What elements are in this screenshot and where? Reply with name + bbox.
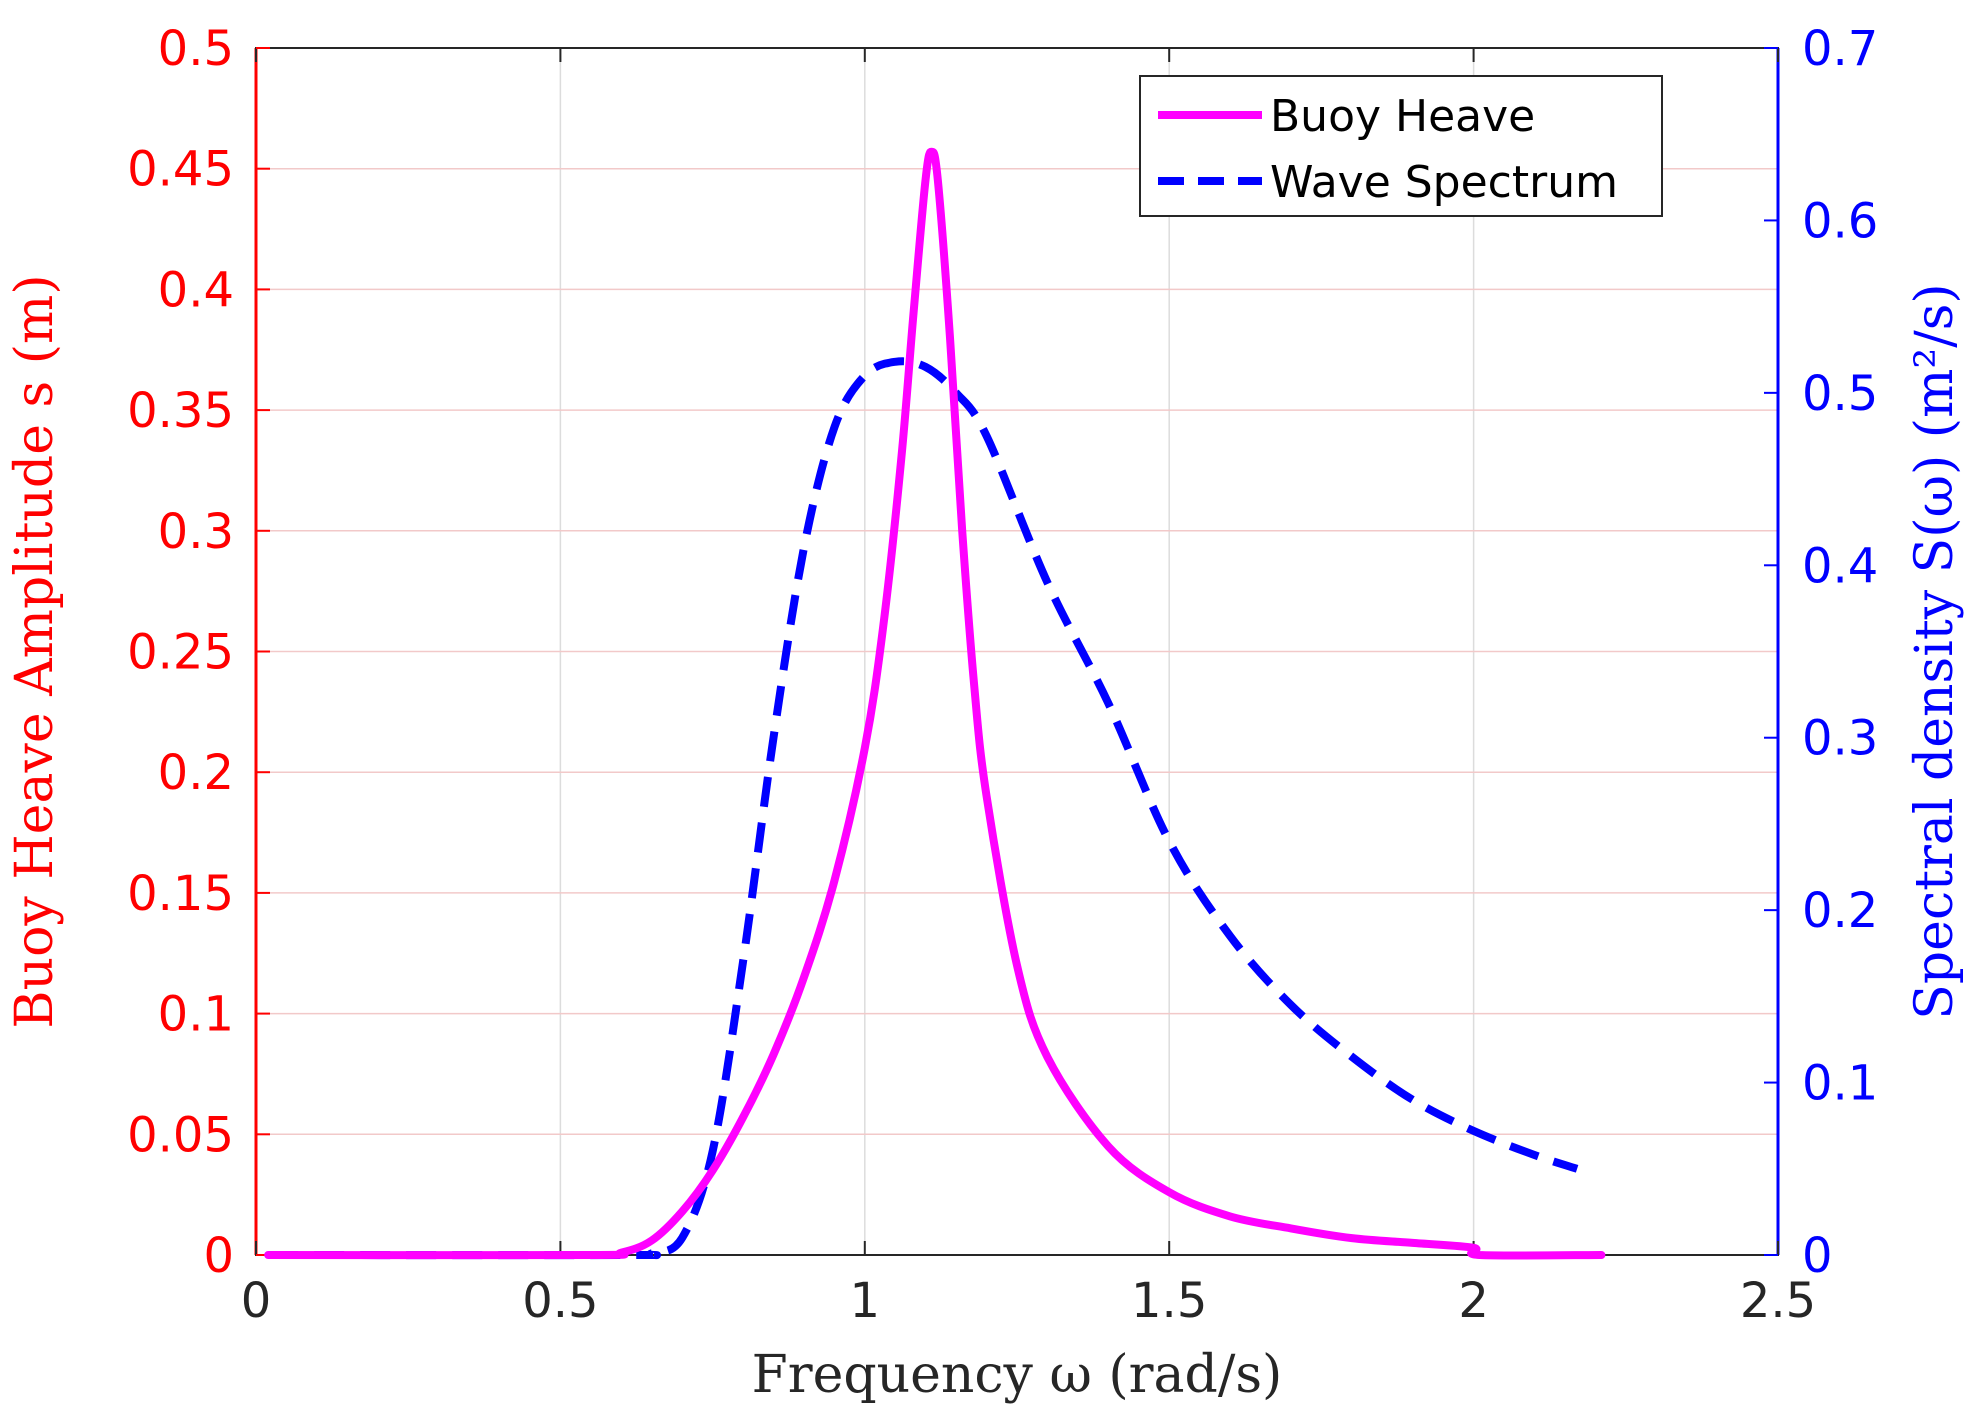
x-tick-label: 2 [1458,1273,1489,1329]
y-left-tick-label: 0.45 [127,142,234,198]
y-left-tick-label: 0.25 [127,625,234,681]
x-tick-label: 1.5 [1131,1273,1207,1329]
x-tick-label: 2.5 [1740,1273,1816,1329]
x-tick-label: 1 [850,1273,881,1329]
y-left-tick-label: 0 [203,1228,234,1284]
y-left-tick-label: 0.3 [158,504,234,560]
series-buoy-heave-line [264,147,1606,1260]
y-left-tick-label: 0.15 [127,866,234,922]
legend-label-wave-spectrum: Wave Spectrum [1270,157,1618,208]
y-right-tick-label: 0.1 [1802,1056,1878,1112]
y-left-tick-label: 0.4 [158,262,234,318]
y-left-tick-label: 0.5 [158,21,234,77]
legend-label-buoy-heave: Buoy Heave [1270,91,1535,142]
y-right-tick-label: 0.6 [1802,193,1878,249]
y-right-tick-label: 0.4 [1802,538,1878,594]
y-left-tick-label: 0.35 [127,383,234,439]
x-tick-label: 0 [241,1273,272,1329]
y-axis-left-label: Buoy Heave Amplitude s (m) [5,274,65,1028]
y-left-tick-label: 0.1 [158,987,234,1043]
y-axis-right-label: Spectral density S(ω) (m²/s) [1905,283,1965,1019]
y-right-tick-label: 0.3 [1802,711,1878,767]
y-right-tick-label: 0.5 [1802,366,1878,422]
y-right-tick-label: 0.7 [1802,21,1878,77]
y-right-tick-label: 0.2 [1802,883,1878,939]
series-layer [264,147,1606,1260]
legend: Buoy Heave Wave Spectrum [1139,75,1663,217]
legend-box [1139,75,1663,217]
x-axis-label: Frequency ω (rad/s) [752,1345,1283,1405]
x-tick-label: 0.5 [522,1273,598,1329]
y-right-tick-label: 0 [1802,1228,1833,1284]
series-wave-spectrum-line [268,357,1579,1260]
y-left-tick-label: 0.05 [127,1107,234,1163]
ticks: 0 0.5 1 1.5 2 2.500.050.10.150.20.250.30.350.… [127,21,1878,1329]
y-left-tick-label: 0.2 [158,745,234,801]
